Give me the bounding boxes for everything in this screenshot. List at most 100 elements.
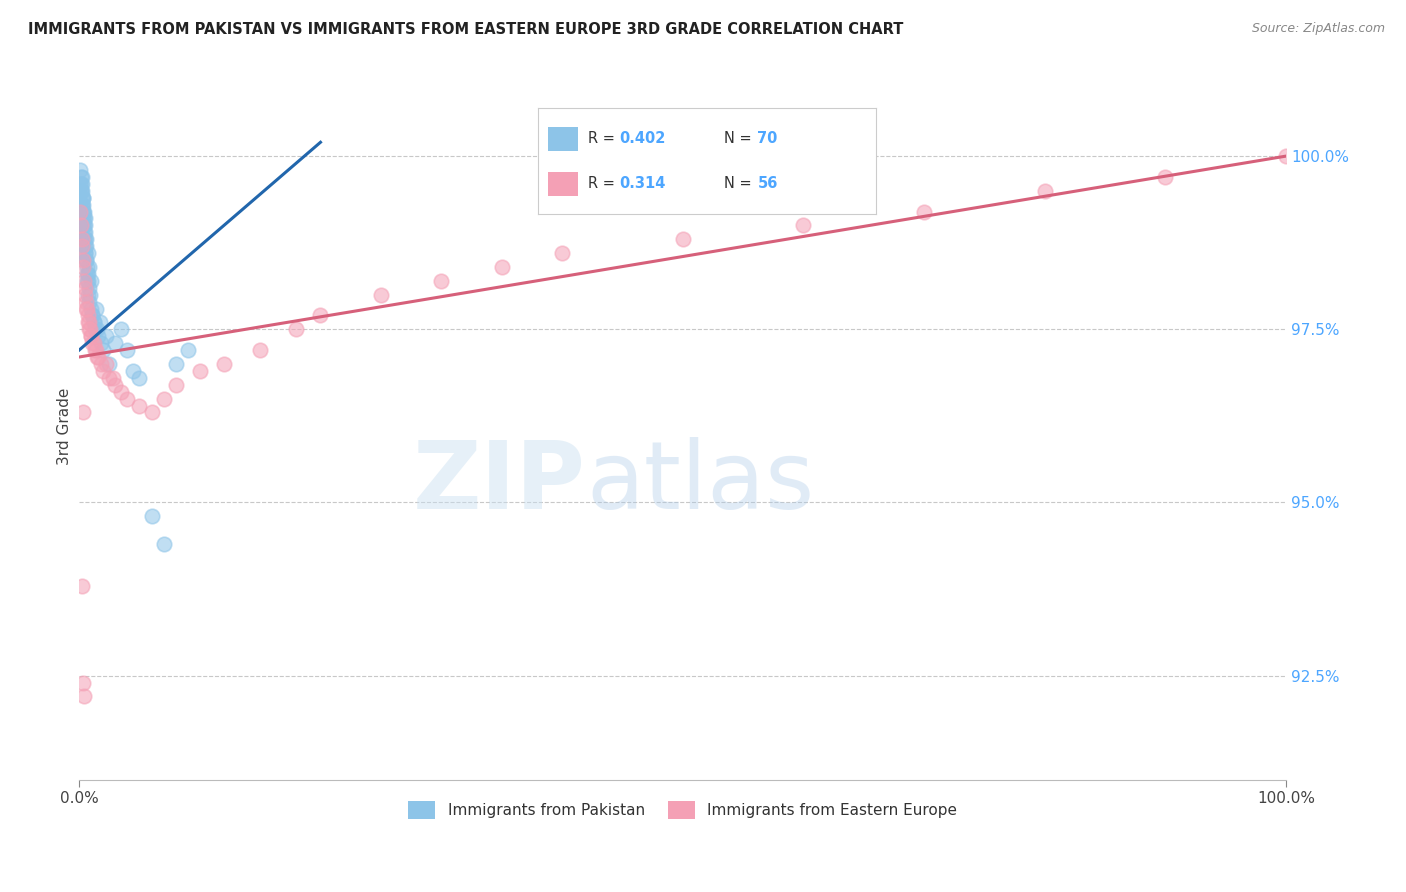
- Y-axis label: 3rd Grade: 3rd Grade: [58, 388, 72, 465]
- Legend: Immigrants from Pakistan, Immigrants from Eastern Europe: Immigrants from Pakistan, Immigrants fro…: [402, 795, 963, 825]
- Point: [75, 239, 97, 253]
- Point: [82, 336, 104, 351]
- Point: [70, 197, 93, 211]
- Point: [75, 253, 97, 268]
- Point: [70, 184, 93, 198]
- Point: [83, 315, 105, 329]
- Point: [122, 364, 145, 378]
- Point: [1033, 184, 1056, 198]
- Point: [77, 260, 100, 274]
- Point: [101, 371, 124, 385]
- Text: ZIP: ZIP: [413, 437, 586, 529]
- Point: [792, 219, 814, 233]
- Point: [76, 267, 98, 281]
- Point: [76, 287, 98, 301]
- Point: [430, 274, 453, 288]
- Point: [76, 260, 98, 274]
- Point: [128, 371, 150, 385]
- Point: [76, 301, 98, 316]
- Point: [98, 357, 121, 371]
- Point: [70, 197, 93, 211]
- Point: [70, 232, 93, 246]
- Point: [69, 204, 91, 219]
- Point: [77, 281, 100, 295]
- Text: IMMIGRANTS FROM PAKISTAN VS IMMIGRANTS FROM EASTERN EUROPE 3RD GRADE CORRELATION: IMMIGRANTS FROM PAKISTAN VS IMMIGRANTS F…: [28, 22, 904, 37]
- Text: Source: ZipAtlas.com: Source: ZipAtlas.com: [1251, 22, 1385, 36]
- Point: [75, 253, 97, 268]
- Point: [70, 184, 93, 198]
- Point: [73, 232, 96, 246]
- Point: [117, 392, 139, 406]
- Point: [75, 225, 97, 239]
- Point: [104, 336, 127, 351]
- Point: [91, 364, 114, 378]
- Point: [73, 204, 96, 219]
- Point: [80, 329, 103, 343]
- Point: [72, 204, 94, 219]
- Point: [70, 191, 93, 205]
- Point: [165, 357, 187, 371]
- Point: [551, 246, 574, 260]
- Point: [89, 315, 111, 329]
- Point: [70, 169, 93, 184]
- Point: [128, 399, 150, 413]
- Point: [152, 392, 174, 406]
- Point: [72, 197, 94, 211]
- Point: [73, 239, 96, 253]
- Point: [80, 301, 103, 316]
- Point: [86, 322, 108, 336]
- Point: [72, 191, 94, 205]
- Point: [73, 225, 96, 239]
- Point: [77, 294, 100, 309]
- Point: [77, 315, 100, 329]
- Point: [91, 343, 114, 357]
- Point: [72, 675, 94, 690]
- Point: [79, 322, 101, 336]
- Point: [212, 357, 235, 371]
- Point: [110, 384, 132, 399]
- Point: [75, 294, 97, 309]
- Point: [76, 309, 98, 323]
- Point: [1275, 149, 1298, 163]
- Point: [87, 329, 110, 343]
- Point: [73, 232, 96, 246]
- Point: [80, 309, 103, 323]
- Point: [75, 301, 97, 316]
- Point: [72, 253, 94, 268]
- Point: [69, 177, 91, 191]
- Point: [79, 329, 101, 343]
- Point: [671, 232, 693, 246]
- Point: [76, 267, 98, 281]
- Point: [370, 287, 392, 301]
- Point: [70, 169, 93, 184]
- Point: [82, 309, 104, 323]
- Point: [90, 357, 112, 371]
- Point: [141, 405, 163, 419]
- Point: [73, 274, 96, 288]
- Point: [75, 287, 97, 301]
- Point: [177, 343, 200, 357]
- Point: [94, 329, 117, 343]
- Point: [249, 343, 271, 357]
- Point: [76, 274, 98, 288]
- Point: [1154, 169, 1177, 184]
- Point: [77, 315, 100, 329]
- Point: [90, 336, 112, 351]
- Point: [117, 343, 139, 357]
- Point: [73, 219, 96, 233]
- Point: [70, 239, 93, 253]
- Point: [70, 177, 93, 191]
- Point: [72, 260, 94, 274]
- Point: [83, 343, 105, 357]
- Point: [75, 211, 97, 226]
- Point: [72, 191, 94, 205]
- Point: [70, 219, 93, 233]
- Point: [75, 246, 97, 260]
- Point: [104, 377, 127, 392]
- Point: [79, 322, 101, 336]
- Point: [73, 211, 96, 226]
- Point: [75, 246, 97, 260]
- Point: [94, 357, 117, 371]
- Point: [87, 350, 110, 364]
- Point: [75, 232, 97, 246]
